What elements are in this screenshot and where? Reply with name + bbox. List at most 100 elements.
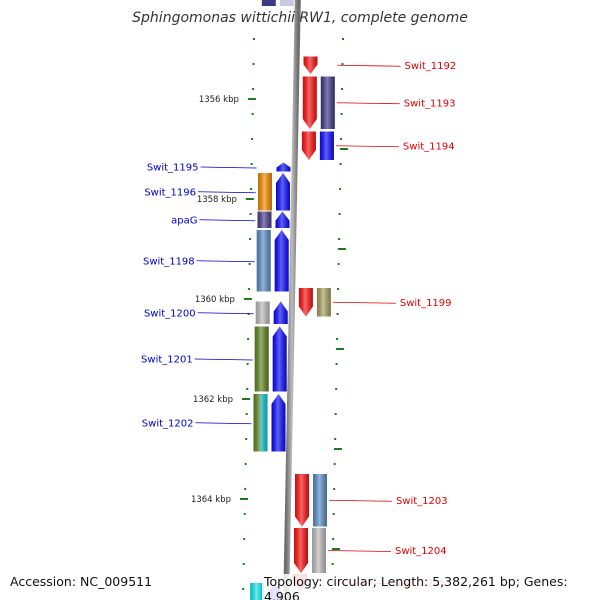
tick-mark [333, 463, 336, 465]
cog-box-shading [319, 131, 334, 160]
scale-label: 1360 kbp [195, 295, 235, 305]
major-tick [245, 198, 254, 200]
tick-mark [339, 188, 342, 190]
tick-mark [338, 213, 341, 215]
cog-box-shading [254, 326, 269, 392]
accession-label: Accession: NC_009511 [8, 574, 155, 589]
forward-gene-label: Swit_1196 [144, 187, 196, 198]
tick-mark [244, 488, 247, 490]
tick-mark [242, 588, 245, 590]
tick-mark [245, 413, 248, 415]
cog-box-shading [258, 173, 272, 211]
tick-mark [246, 363, 249, 365]
reverse-gene-label: Swit_1192 [405, 61, 457, 72]
gene-arrow-shading [272, 326, 287, 392]
gene-leader-line [335, 145, 399, 148]
gene-arrow-shading [303, 56, 318, 74]
major-tick [332, 548, 340, 550]
cog-box-shading [256, 230, 271, 292]
gene-arrow-shading [271, 394, 286, 452]
forward-gene-label: Swit_1201 [141, 355, 193, 366]
forward-gene-label: apaG [171, 215, 197, 226]
reverse-gene-label: Swit_1203 [396, 496, 448, 507]
major-tick [240, 498, 248, 500]
tick-mark [341, 88, 344, 90]
tick-mark [336, 313, 339, 315]
tick-mark [335, 388, 338, 390]
tick-mark [251, 138, 254, 140]
major-tick [335, 348, 344, 350]
cog-box-shading [253, 394, 268, 452]
reverse-gene-label: Swit_1204 [395, 546, 447, 557]
tick-mark [342, 38, 344, 40]
tick-mark [247, 338, 250, 340]
tick-mark [336, 338, 339, 340]
tick-mark [244, 463, 247, 465]
major-tick [242, 398, 250, 400]
gene-arrow-shading [276, 173, 290, 211]
tick-mark [331, 563, 334, 565]
tick-mark [340, 138, 343, 140]
tick-mark [332, 538, 335, 540]
genome-backbone [283, 0, 301, 600]
cog-box-shading [257, 211, 272, 228]
gene-leader-line [194, 358, 253, 361]
gene-leader-line [197, 312, 254, 315]
gene-leader-line [336, 102, 400, 105]
tick-mark [339, 163, 342, 165]
tick-mark [251, 113, 254, 115]
tick-mark [250, 188, 253, 190]
gene-arrow-shading [302, 76, 317, 129]
tick-mark [246, 388, 249, 390]
cog-category-box [261, 0, 276, 6]
scale-label: 1356 kbp [199, 95, 239, 105]
reverse-gene-label: Swit_1194 [403, 141, 455, 152]
cog-box-shading [255, 301, 270, 324]
major-tick [339, 148, 348, 150]
tick-mark [249, 238, 252, 240]
tick-mark [335, 363, 338, 365]
major-tick [247, 98, 256, 100]
gene-arrow-shading [273, 301, 288, 324]
gene-leader-line [199, 219, 256, 222]
tick-mark [253, 38, 255, 40]
forward-gene-label: Swit_1202 [142, 418, 194, 429]
forward-gene-label: Swit_1198 [143, 256, 195, 267]
gene-leader-line [332, 301, 396, 304]
tick-mark [334, 438, 337, 440]
tick-mark [334, 413, 337, 415]
gene-arrow-shading [275, 211, 290, 228]
tick-mark [249, 213, 252, 215]
cog-box-shading [250, 583, 265, 600]
tick-mark [340, 113, 343, 115]
gene-arrow-shading [295, 474, 309, 527]
cog-box-shading [320, 76, 335, 129]
tick-mark [242, 563, 245, 565]
tick-mark [332, 513, 335, 515]
gene-arrow-shading [301, 131, 316, 160]
major-tick [334, 448, 342, 450]
tick-mark [333, 488, 336, 490]
gene-leader-line [200, 166, 257, 169]
tick-mark [245, 438, 248, 440]
cog-box-shading [312, 528, 326, 573]
scale-label: 1358 kbp [197, 195, 237, 205]
gene-arrow-shading [298, 288, 313, 317]
tick-mark [337, 263, 340, 265]
gene-arrow-shading [276, 162, 291, 172]
scale-label: 1362 kbp [193, 395, 233, 405]
cog-box-shading [313, 474, 327, 527]
gene-leader-line [198, 191, 257, 194]
forward-gene-label: Swit_1200 [144, 308, 196, 319]
tick-mark [243, 538, 246, 540]
tick-mark [252, 88, 255, 90]
gene-arrow-shading [294, 528, 308, 573]
reverse-gene-label: Swit_1193 [404, 98, 456, 109]
major-tick [243, 298, 252, 300]
major-tick [337, 248, 346, 250]
reverse-gene-label: Swit_1199 [400, 298, 452, 309]
tick-mark [341, 63, 344, 65]
cog-box-shading [316, 288, 331, 317]
